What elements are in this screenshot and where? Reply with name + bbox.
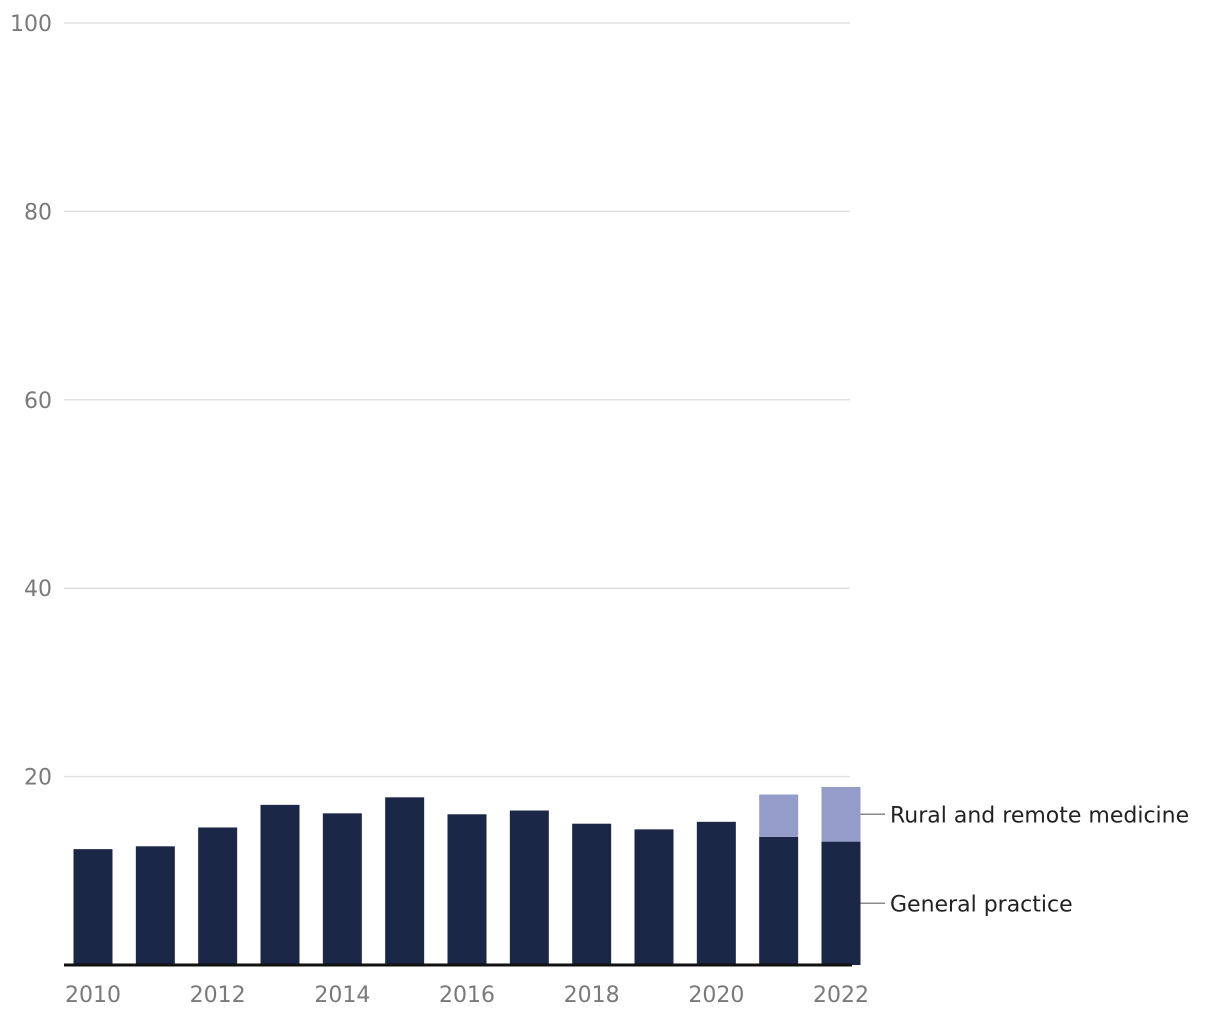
bar-general-practice-2011 bbox=[135, 846, 175, 965]
x-axis: 2010 2012 2014 2016 2018 2020 2022 bbox=[65, 983, 869, 1008]
x-tick-label: 2010 bbox=[65, 983, 121, 1008]
bar-general-practice-2018 bbox=[572, 823, 612, 965]
y-tick-label: 20 bbox=[24, 766, 52, 791]
x-tick-label: 2018 bbox=[564, 983, 620, 1008]
y-tick-label: 40 bbox=[24, 577, 52, 602]
bar-general-practice-2016 bbox=[447, 814, 487, 965]
x-tick-label: 2022 bbox=[813, 983, 869, 1008]
bar-general-practice-2022 bbox=[821, 841, 861, 965]
bar-general-practice-2021 bbox=[759, 836, 799, 965]
x-tick-label: 2016 bbox=[439, 983, 495, 1008]
bar-rural-remote-medicine-2021 bbox=[759, 794, 799, 837]
legend-label: General practice bbox=[890, 892, 1073, 917]
y-tick-label: 80 bbox=[24, 200, 52, 225]
gridlines bbox=[64, 22, 850, 778]
x-tick-label: 2012 bbox=[190, 983, 246, 1008]
bar-rural-remote-medicine-2022 bbox=[821, 786, 861, 842]
y-tick-label: 60 bbox=[24, 389, 52, 414]
bar-general-practice-2010 bbox=[73, 849, 113, 965]
y-axis: 20 40 60 80 100 bbox=[10, 12, 52, 791]
bar-general-practice-2012 bbox=[198, 827, 238, 965]
bar-general-practice-2013 bbox=[260, 804, 300, 965]
y-tick-label: 100 bbox=[10, 12, 52, 37]
legend-label: Rural and remote medicine bbox=[890, 803, 1189, 828]
legend: General practice Rural and remote medicin… bbox=[860, 803, 1189, 917]
bars bbox=[73, 786, 861, 965]
bar-general-practice-2020 bbox=[696, 821, 736, 965]
bar-general-practice-2014 bbox=[322, 813, 362, 965]
bar-general-practice-2019 bbox=[634, 829, 674, 965]
bar-general-practice-2015 bbox=[385, 797, 425, 965]
bar-general-practice-2017 bbox=[509, 810, 549, 965]
x-tick-label: 2020 bbox=[688, 983, 744, 1008]
x-tick-label: 2014 bbox=[314, 983, 370, 1008]
